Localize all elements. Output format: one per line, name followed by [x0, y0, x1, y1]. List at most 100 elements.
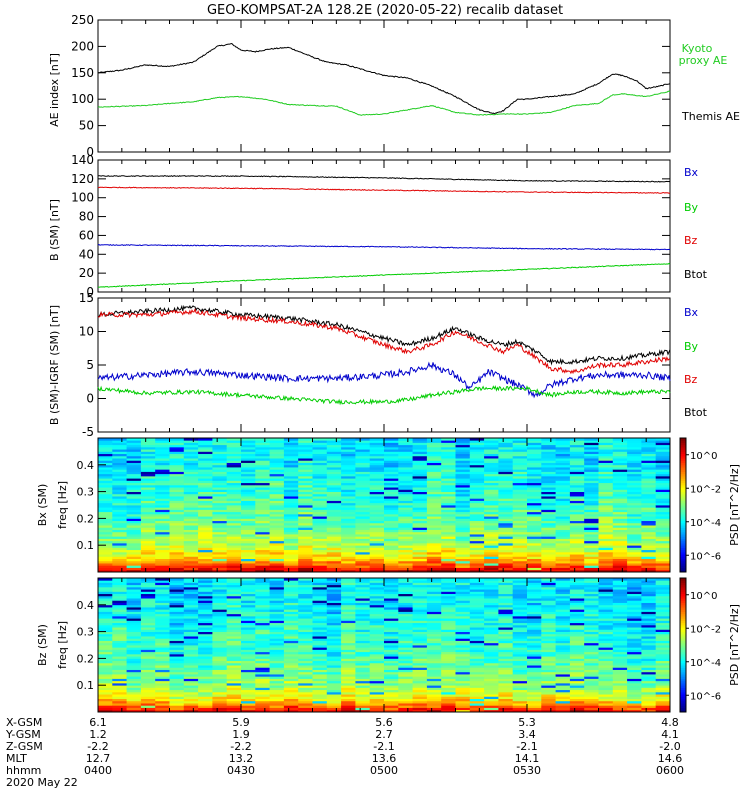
bz-spec-cell — [569, 709, 585, 713]
bx-spec-cell — [355, 507, 371, 510]
bx-spec-cell — [441, 442, 456, 446]
bz-spec-cell — [469, 658, 485, 662]
bz-spec-cell — [355, 665, 371, 668]
bx-spec-cell — [641, 549, 657, 553]
bz-spec-cell — [441, 680, 456, 684]
bz-spec-cell — [369, 629, 385, 632]
bz-spec-cell — [341, 595, 356, 599]
bz-spec-cell — [398, 696, 413, 699]
bz-spec-cell — [455, 620, 471, 624]
bz-spec-cell — [312, 636, 328, 639]
bz-spec-cell — [341, 658, 356, 662]
bx-spec-cell — [612, 560, 628, 564]
bsm-legend-by: By — [684, 201, 699, 214]
bx-spec-cell — [212, 440, 228, 443]
bz-spec-cell — [555, 600, 571, 603]
bx-spec-cell — [126, 511, 142, 515]
bz-spec-cell — [527, 584, 542, 588]
bz-spec-cell — [469, 638, 485, 641]
bx-spec-cell — [498, 502, 514, 506]
bdiff-ytick-label: -5 — [82, 425, 94, 439]
bz-spec-cell — [112, 580, 127, 583]
bx-spec-cell — [541, 453, 556, 457]
bx-spec-cell — [412, 475, 428, 479]
bx-spec-cell — [512, 438, 528, 441]
bx-spec-cell — [384, 522, 399, 526]
bz-spec-cell — [412, 631, 428, 635]
bx-spec-cell — [183, 464, 199, 468]
bx-spec-cell — [398, 440, 413, 443]
bz-spec-cell — [112, 638, 127, 641]
bz-spec-cell — [369, 660, 385, 664]
bz-spec-cell — [484, 667, 499, 670]
bz-spec-cell — [584, 591, 599, 595]
bz-spec-cell — [312, 645, 328, 648]
bz-spec-cell — [155, 640, 170, 644]
bx-spec-cell — [326, 500, 342, 504]
bx-spec-cell — [241, 531, 256, 535]
bz-spec-cell — [212, 591, 228, 595]
bx-spec-cell — [512, 545, 528, 548]
bz-spec-cell — [469, 604, 485, 608]
bx-spec-cell — [283, 482, 299, 486]
bx-spec-cell — [469, 471, 485, 475]
bx-spec-cell — [212, 518, 228, 522]
bx-spec-cell — [169, 520, 185, 524]
bx-spec-cell — [469, 438, 485, 441]
bx-spec-cell — [498, 442, 514, 446]
bz-spec-cell — [512, 595, 528, 599]
bz-spec-cell — [498, 705, 514, 708]
bx-spec-cell — [126, 440, 142, 443]
bz-spec-cell — [541, 705, 556, 708]
bz-spec-cell — [98, 707, 113, 711]
eph-value: 5.9 — [232, 716, 250, 729]
bsm-panel: B (SM) [nT] Bx By Bz Btot 02040608010012… — [48, 153, 708, 299]
bx-spec-cell — [498, 475, 514, 479]
bx-spec-cell — [584, 511, 599, 515]
bz-spec-cell — [441, 662, 456, 666]
bz-spec-cell — [198, 682, 213, 686]
bx-spec-cell — [212, 538, 228, 542]
bz-spec-cell — [355, 700, 371, 704]
bz-spec-cell — [384, 703, 399, 706]
bz-spec-cell — [140, 689, 156, 693]
bx-spec-cell — [484, 511, 499, 515]
bz-spec-cell — [169, 691, 185, 695]
bx-spec-cell — [527, 500, 542, 504]
bx-spec-colorbar-step — [680, 563, 686, 566]
bz-spec-cell — [298, 647, 313, 650]
bz-spec-cell — [412, 651, 428, 655]
bz-spec-cell — [527, 700, 542, 704]
bx-spec-cell — [584, 525, 599, 528]
bdiff-series-btot — [97, 304, 671, 366]
bx-spec-cell — [369, 475, 385, 479]
bz-spec-cell — [598, 638, 614, 641]
bx-spec-cell — [155, 444, 170, 448]
bx-spec-cell — [283, 513, 299, 517]
bz-spec-cell — [269, 709, 285, 713]
bx-spec-cell — [441, 505, 456, 508]
bz-spec-cell — [212, 620, 228, 624]
bx-spec-cell — [441, 489, 456, 492]
bz-spec-cell — [584, 665, 599, 668]
bz-spec-cell — [498, 636, 514, 639]
bz-spec-cell — [555, 698, 571, 702]
bz-spec-cell — [426, 615, 442, 619]
bx-spec-cell — [312, 458, 328, 461]
bx-spec-cell — [426, 462, 442, 466]
bz-spec-cell — [584, 696, 599, 699]
bx-spec-cell — [98, 558, 113, 562]
bx-spec-cell — [269, 493, 285, 497]
bz-spec-cell — [126, 620, 142, 624]
bx-spec-cell — [569, 455, 585, 459]
bz-spec-cell — [241, 696, 256, 699]
bx-spec-cell — [283, 505, 299, 508]
bz-spec-cell — [255, 707, 270, 711]
bx-spec-cell — [155, 520, 170, 524]
bx-spec-cell — [612, 473, 628, 477]
bx-spec-cell — [241, 467, 256, 470]
bz-spec-cell — [398, 665, 413, 668]
bz-spec-cell — [198, 694, 213, 697]
bz-spec-cell — [269, 607, 285, 610]
bz-spec-cell — [412, 580, 428, 583]
